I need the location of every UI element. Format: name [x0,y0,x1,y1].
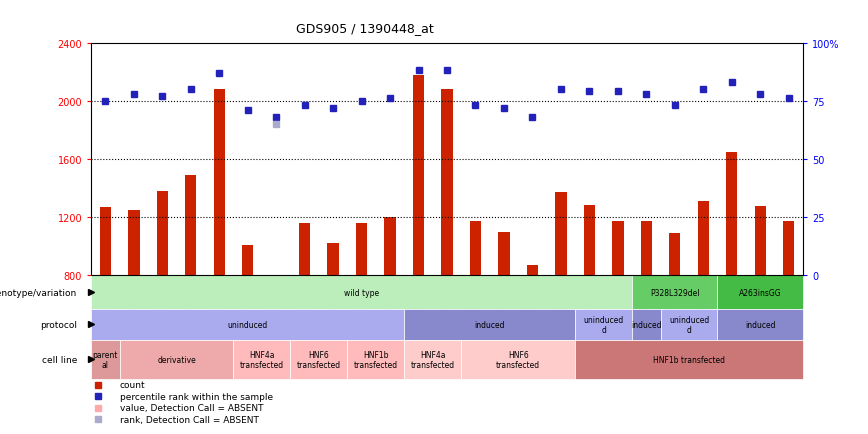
Bar [498,232,510,276]
Text: induced: induced [475,320,505,329]
Bar [327,243,339,276]
Bar [441,90,453,276]
Bar [404,340,461,379]
Bar [91,276,632,309]
Text: protocol: protocol [40,320,77,329]
Bar [698,201,709,276]
Bar [91,340,120,379]
Bar [185,175,196,276]
Text: P328L329del: P328L329del [650,288,700,297]
Bar [632,309,661,340]
Text: wild type: wild type [344,288,379,297]
Bar [632,276,718,309]
Text: HNF6
transfected: HNF6 transfected [496,350,540,369]
Text: percentile rank within the sample: percentile rank within the sample [120,392,273,401]
Bar [214,90,225,276]
Bar [470,221,481,276]
Bar [783,221,794,276]
Text: cell line: cell line [42,355,77,364]
Text: rank, Detection Call = ABSENT: rank, Detection Call = ABSENT [120,415,259,424]
Bar [583,206,595,276]
Bar [575,309,632,340]
Bar [661,309,718,340]
Text: value, Detection Call = ABSENT: value, Detection Call = ABSENT [120,404,263,412]
Bar [242,245,253,276]
Text: induced: induced [745,320,775,329]
Text: uninduced
d: uninduced d [669,315,709,334]
Text: induced: induced [631,320,661,329]
Bar [413,76,424,276]
Text: A263insGG: A263insGG [739,288,781,297]
Bar [404,309,575,340]
Bar [156,191,168,276]
Bar [299,224,311,276]
Bar [91,43,803,276]
Text: derivative: derivative [157,355,196,364]
Bar [233,340,291,379]
Bar [527,266,538,276]
Text: uninduced: uninduced [227,320,268,329]
Bar [291,340,347,379]
Text: HNF1b
transfected: HNF1b transfected [354,350,398,369]
Text: HNF4a
transfected: HNF4a transfected [411,350,455,369]
Text: GDS905 / 1390448_at: GDS905 / 1390448_at [296,22,433,35]
Text: count: count [120,381,145,389]
Text: HNF1b transfected: HNF1b transfected [653,355,725,364]
Bar [356,224,367,276]
Bar [669,233,681,276]
Text: HNF4a
transfected: HNF4a transfected [240,350,284,369]
Bar [718,309,803,340]
Bar [100,207,111,276]
Bar [385,217,396,276]
Text: uninduced
d: uninduced d [583,315,624,334]
Bar [556,193,567,276]
Text: genotype/variation: genotype/variation [0,288,77,297]
Bar [754,207,766,276]
Bar [575,340,803,379]
Bar [718,276,803,309]
Bar [271,276,282,279]
Text: parent
al: parent al [93,350,118,369]
Text: HNF6
transfected: HNF6 transfected [297,350,341,369]
Bar [726,152,738,276]
Bar [128,210,140,276]
Bar [461,340,575,379]
Bar [91,309,404,340]
Bar [347,340,404,379]
Bar [120,340,233,379]
Bar [612,221,623,276]
Bar [641,221,652,276]
